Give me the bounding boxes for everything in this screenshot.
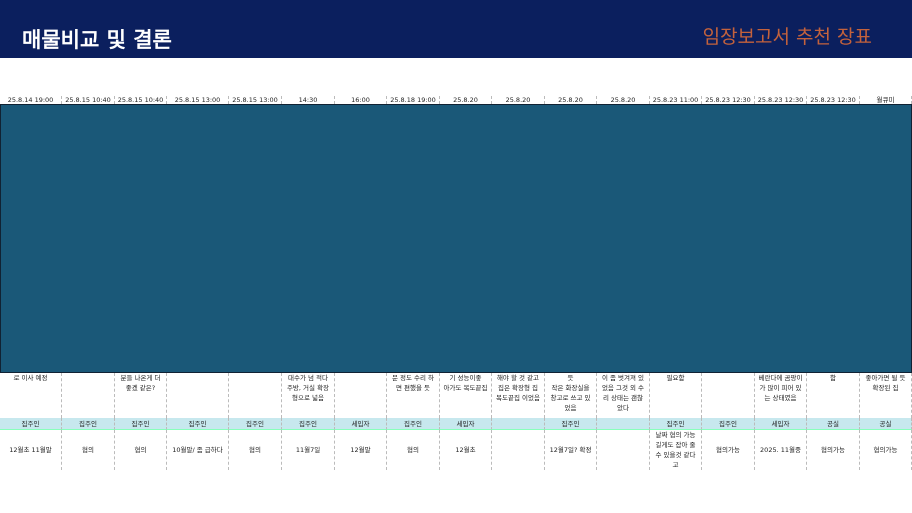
note-cell: 기 성능이좋 아가도 복도끝집	[440, 373, 492, 418]
note-cell: 필요함	[650, 373, 702, 418]
note-cell	[167, 373, 229, 418]
owner-cell: 세입자	[335, 418, 387, 430]
note-cell: 해야 할 것 같고 집은 확장형 집 복도끝집 이었음	[492, 373, 545, 418]
owner-cell	[492, 418, 545, 430]
move-in-cell: 12월초	[440, 430, 492, 470]
move-in-cell: 11월7일	[282, 430, 335, 470]
owner-cell: 공실	[807, 418, 860, 430]
date-cell: 25.8.23 12:30	[807, 96, 860, 104]
note-cell	[62, 373, 115, 418]
owner-cell: 집주인	[62, 418, 115, 430]
title: 매물비교 및 결론	[22, 28, 172, 52]
date-cell: 월큐미	[860, 96, 912, 104]
date-cell: 25.8.18 19:00	[387, 96, 440, 104]
note-cell: 함	[807, 373, 860, 418]
move-in-cell: 10월말/ 좀 급하다	[167, 430, 229, 470]
move-in-cell: 12월초 11월말	[0, 430, 62, 470]
move-in-cell	[597, 430, 650, 470]
date-cell: 25.8.20	[545, 96, 597, 104]
date-cell: 25.8.23 12:30	[702, 96, 755, 104]
move-in-cell: 협의	[387, 430, 440, 470]
owner-cell: 집주인	[650, 418, 702, 430]
owner-cell: 집주인	[167, 418, 229, 430]
note-cell: 듯 작은 화장실을 창고로 쓰고 있 었음	[545, 373, 597, 418]
owner-cell: 집주인	[387, 418, 440, 430]
note-cell: 로 이사 예정	[0, 373, 62, 418]
note-cell: 분들 나온게 더 좋겠 같은?	[115, 373, 167, 418]
owner-cell: 집주인	[229, 418, 282, 430]
owner-cell: 세입자	[755, 418, 807, 430]
owner-cell: 집주인	[545, 418, 597, 430]
move-in-cell: 협의가능	[702, 430, 755, 470]
note-cell: 문 정도 수리 하 면 편했을 듯	[387, 373, 440, 418]
owner-cell: 세입자	[440, 418, 492, 430]
subtitle: 임장보고서 추천 장표	[702, 26, 872, 48]
date-cell: 25.8.15 13:00	[229, 96, 282, 104]
note-cell	[229, 373, 282, 418]
move-in-cell: 협의가능	[807, 430, 860, 470]
note-cell: 베란다에 곰팡이 가 많이 피어 있 는 상태였음	[755, 373, 807, 418]
move-in-cell: 12월7일? 확정	[545, 430, 597, 470]
header-bar: 매물비교 및 결론 임장보고서 추천 장표	[0, 0, 912, 58]
date-cell: 25.8.23 12:30	[755, 96, 807, 104]
cover-box	[0, 104, 912, 373]
owner-cell: 공실	[860, 418, 912, 430]
note-cell: 좋아가면 될 듯 확장된 집	[860, 373, 912, 418]
note-cell: 이 좀 벗겨져 있 었음 그것 외 수 리 상태는 괜찮 았다	[597, 373, 650, 418]
date-cell: 25.8.15 13:00	[167, 96, 229, 104]
owner-cell: 집주인	[115, 418, 167, 430]
date-cell: 25.8.15 10:40	[62, 96, 115, 104]
note-cell	[702, 373, 755, 418]
date-cell: 25.8.20	[440, 96, 492, 104]
move-in-cell: 협의가능	[860, 430, 912, 470]
move-in-cell: 협의	[62, 430, 115, 470]
move-in-cell: 협의	[115, 430, 167, 470]
move-in-cell: 협의	[229, 430, 282, 470]
date-cell: 25.8.23 11:00	[650, 96, 702, 104]
date-cell: 25.8.20	[492, 96, 545, 104]
move-in-cell: 2025. 11월중	[755, 430, 807, 470]
date-cell: 25.8.20	[597, 96, 650, 104]
move-in-cell: 날짜 협의 가능 길게도 잡아 줄 수 있을것 같다 고	[650, 430, 702, 470]
date-cell: 14:30	[282, 96, 335, 104]
date-cell: 16:00	[335, 96, 387, 104]
date-cell: 25.8.15 10:40	[115, 96, 167, 104]
owner-cell: 집주인	[702, 418, 755, 430]
owner-cell: 집주인	[0, 418, 62, 430]
move-in-cell	[492, 430, 545, 470]
note-cell	[335, 373, 387, 418]
owner-cell	[597, 418, 650, 430]
note-cell: 대수가 넘 적다 주방, 거실 확장 형으로 넓음	[282, 373, 335, 418]
owner-cell: 집주인	[282, 418, 335, 430]
date-cell: 25.8.14 19:00	[0, 96, 62, 104]
move-in-cell: 12월말	[335, 430, 387, 470]
